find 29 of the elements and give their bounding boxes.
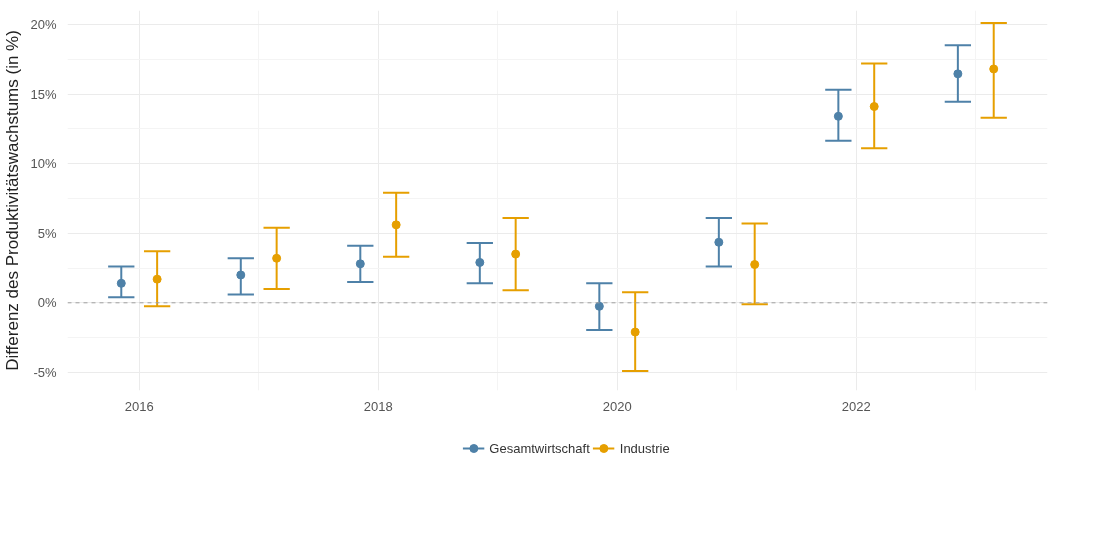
- x-tick-label: 2020: [602, 398, 632, 414]
- point: [833, 111, 843, 121]
- point: [391, 220, 401, 230]
- y-tick-label: 20%: [30, 16, 57, 32]
- legend-label: Industrie: [619, 440, 670, 456]
- point: [953, 69, 963, 79]
- y-tick-label: 0%: [37, 295, 57, 311]
- x-tick-label: 2016: [124, 398, 154, 414]
- point: [116, 278, 126, 288]
- point: [594, 301, 604, 311]
- point: [272, 253, 282, 263]
- y-tick-label: -5%: [33, 364, 57, 380]
- point: [475, 257, 485, 267]
- x-tick-label: 2022: [841, 398, 871, 414]
- point: [355, 259, 365, 269]
- y-tick-label: 5%: [37, 225, 57, 241]
- point: [989, 64, 999, 74]
- y-axis-title: Differenz des Produktivitätswachstums (in %): [3, 30, 23, 371]
- point: [750, 260, 760, 270]
- y-tick-label: 10%: [30, 156, 57, 172]
- legend-label: Gesamtwirtschaft: [489, 440, 590, 456]
- point: [714, 237, 724, 247]
- point: [630, 327, 640, 337]
- point: [152, 274, 162, 284]
- point: [236, 270, 246, 280]
- point: [869, 102, 879, 112]
- x-tick-label: 2018: [363, 398, 393, 414]
- point: [511, 249, 521, 259]
- y-tick-label: 15%: [30, 86, 57, 102]
